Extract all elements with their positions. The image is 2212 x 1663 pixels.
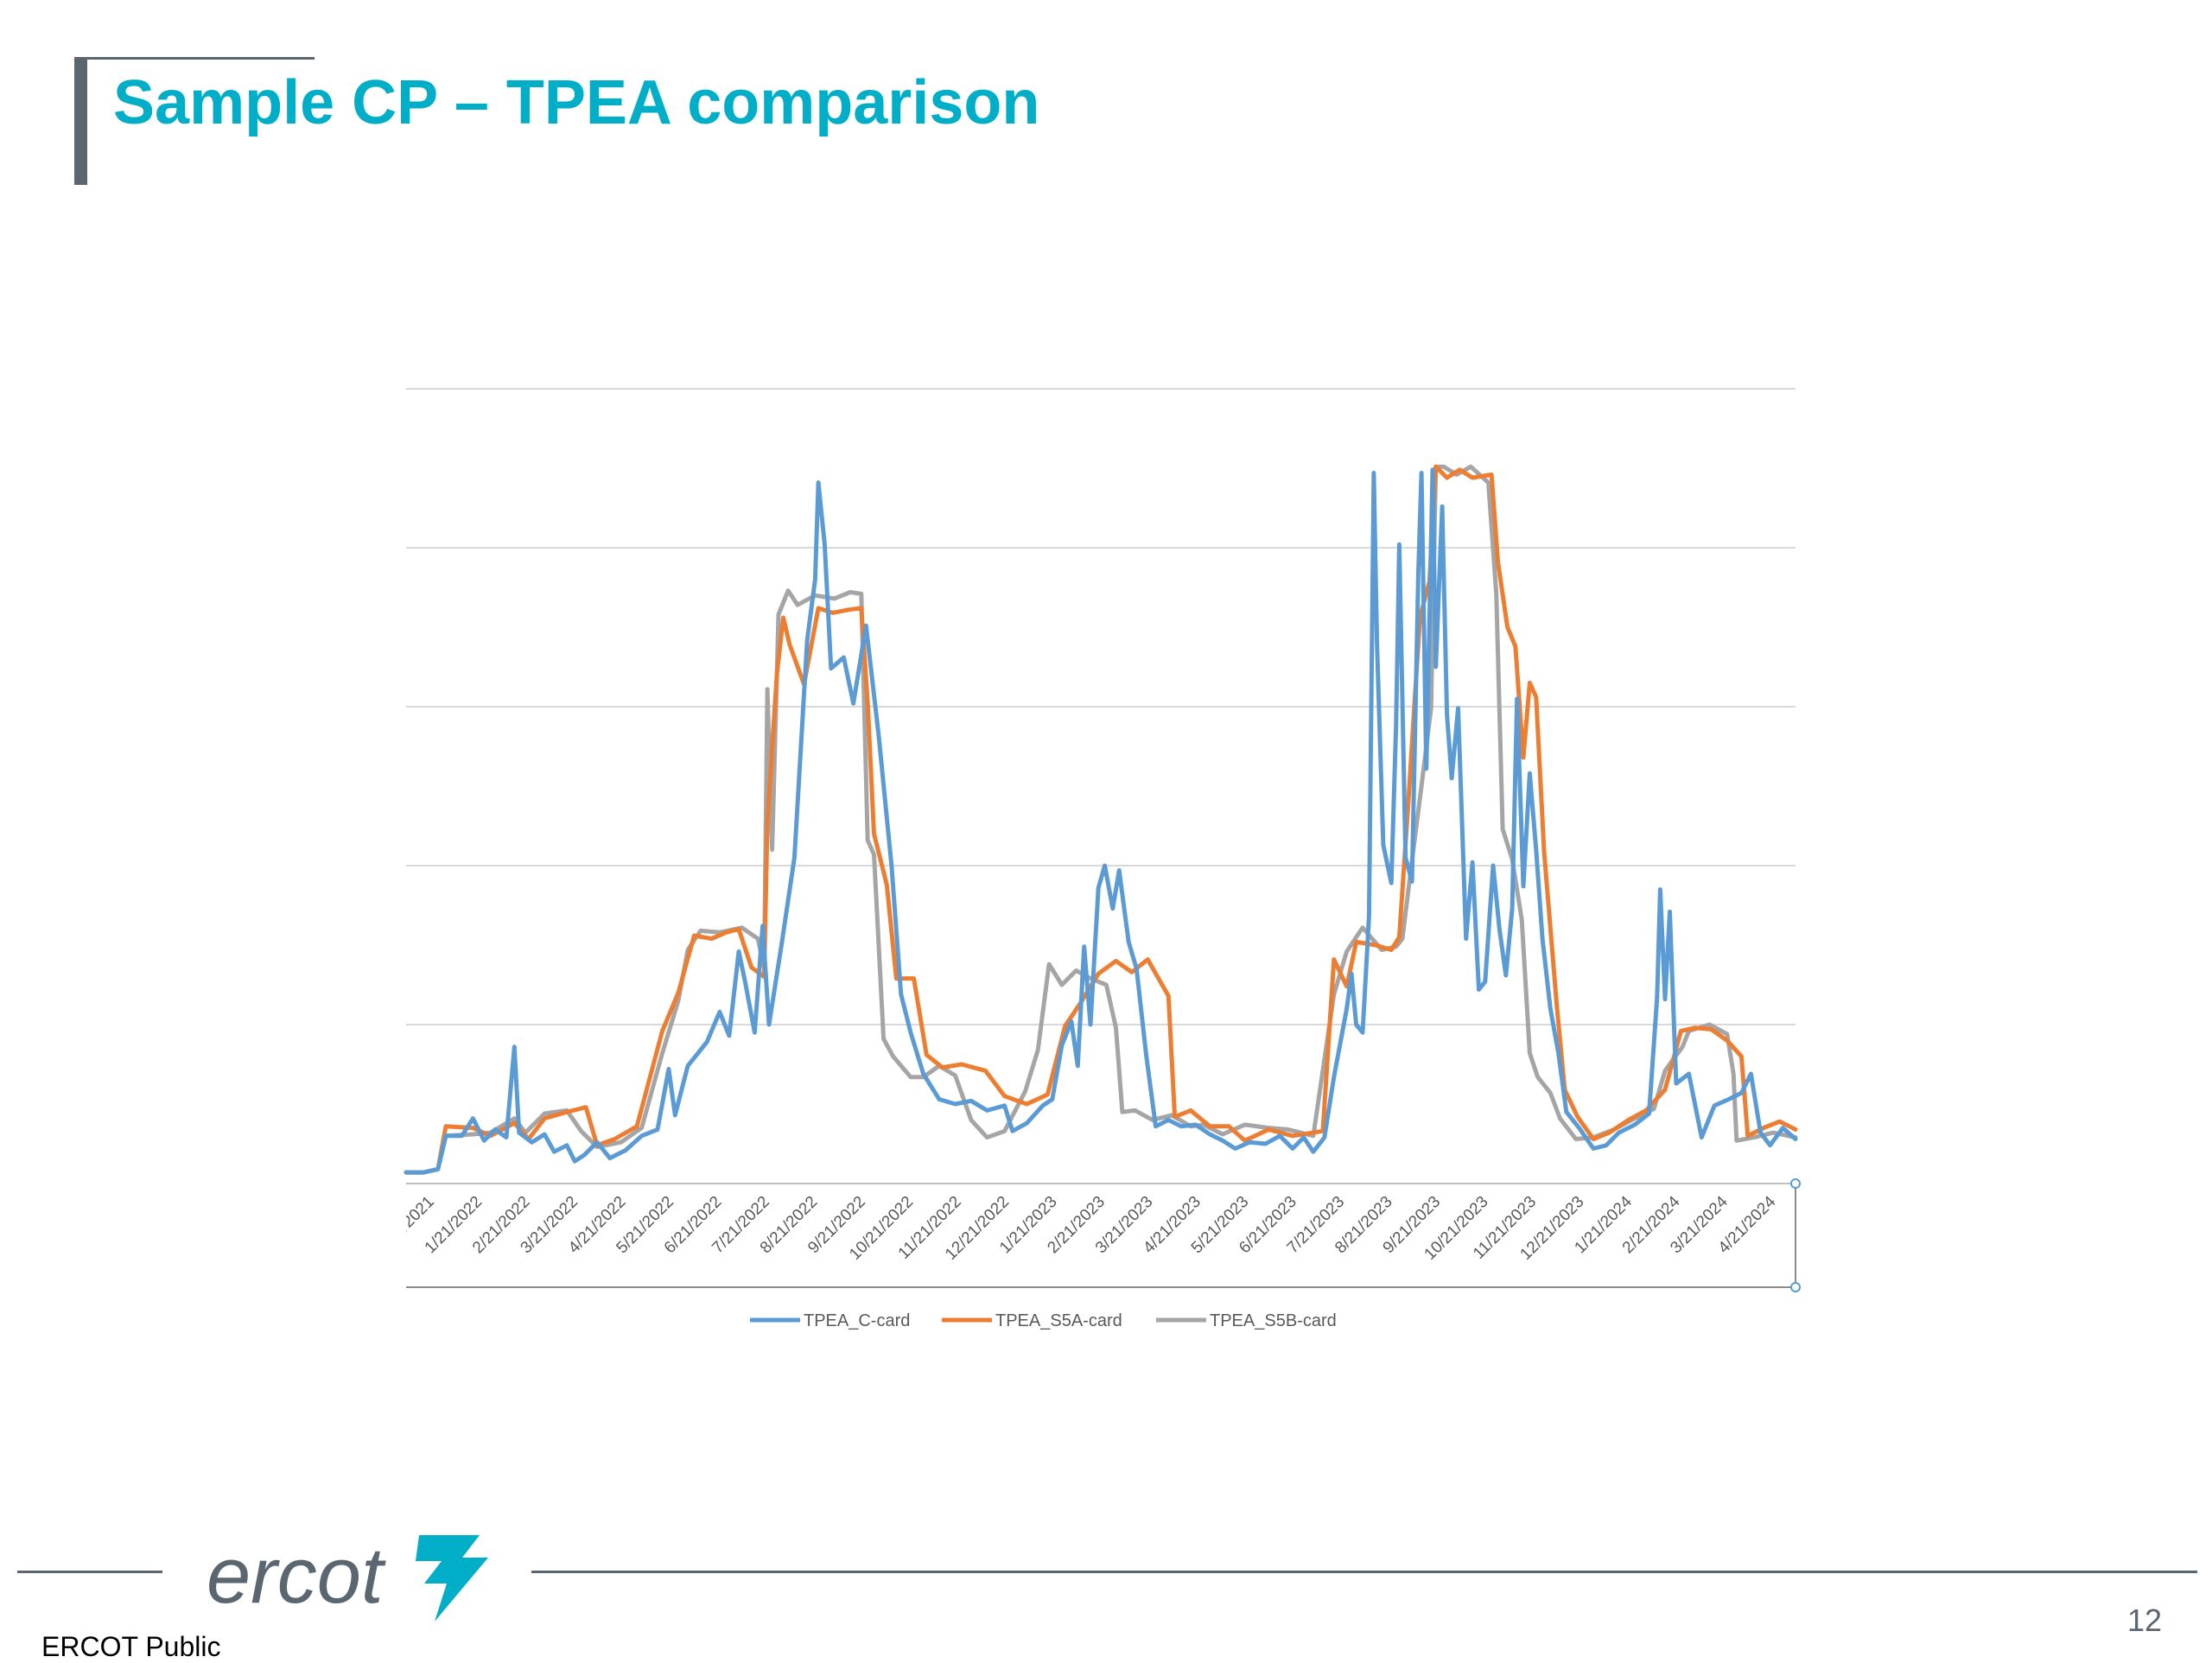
footer-rule-right — [531, 1571, 2197, 1573]
slide-title: Sample CP – TPEA comparison — [113, 68, 1040, 137]
chart-series — [404, 464, 1798, 1175]
ercot-logo-wordmark: ercot — [207, 1532, 386, 1620]
legend-label: TPEA_C-card — [804, 1311, 910, 1330]
selection-handle — [1790, 1178, 1801, 1189]
series-line-TPEA_S5B-card — [404, 464, 1798, 1175]
chart-gridlines — [406, 388, 1796, 1025]
selection-handle — [1790, 1282, 1801, 1292]
title-accent-rule — [74, 57, 315, 60]
series-line-TPEA_S5A-card — [404, 464, 1798, 1175]
series-line-TPEA_C-card — [404, 467, 1798, 1175]
legend-label: TPEA_S5A-card — [995, 1311, 1122, 1330]
x-tick-label: 12/21/2021 — [367, 1193, 438, 1264]
chart-x-axis: 12/21/20211/21/20222/21/20223/21/20224/2… — [367, 1178, 1801, 1292]
ercot-logo-mark — [416, 1535, 488, 1622]
page-number: 12 — [2126, 1603, 2162, 1638]
legend-label: TPEA_S5B-card — [1210, 1311, 1337, 1330]
ercot-logo: ercot — [207, 1532, 488, 1622]
footer-rule-left — [17, 1571, 162, 1573]
footer-classification: ERCOT Public — [41, 1631, 221, 1662]
chart-legend: TPEA_C-card TPEA_S5A-card TPEA_S5B-card — [750, 1311, 1337, 1330]
x-tick-labels: 12/21/20211/21/20222/21/20223/21/20224/2… — [367, 1192, 1780, 1264]
title-accent-bar — [74, 57, 87, 185]
